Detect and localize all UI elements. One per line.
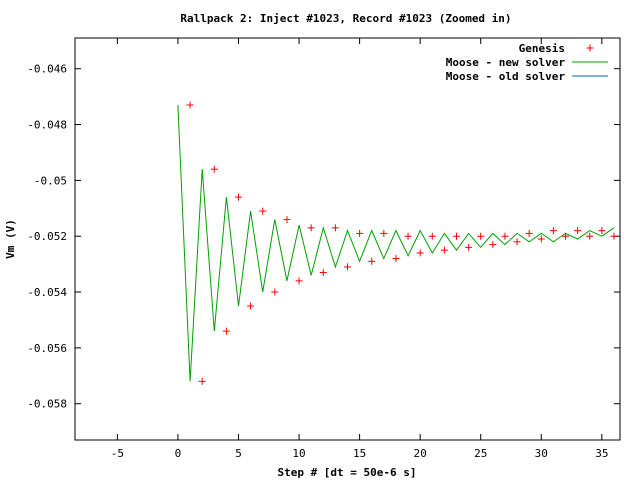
genesis-point <box>513 238 521 246</box>
series-line-moose-new-solver <box>177 104 615 382</box>
genesis-point <box>222 327 230 335</box>
legend-label-genesis: Genesis <box>519 42 565 55</box>
genesis-point <box>525 229 533 237</box>
genesis-point <box>440 246 448 254</box>
legend-label-moose-new: Moose - new solver <box>446 56 566 69</box>
genesis-point <box>356 229 364 237</box>
x-tick-label: -5 <box>111 447 124 460</box>
genesis-point <box>416 249 424 257</box>
x-tick-label: 35 <box>595 447 608 460</box>
genesis-point <box>307 224 315 232</box>
genesis-point <box>331 224 339 232</box>
plot-area <box>74 37 621 441</box>
y-tick-label: -0.058 <box>27 398 67 411</box>
x-axis-label: Step # [dt = 50e-6 s] <box>277 466 416 479</box>
genesis-point <box>489 241 497 249</box>
genesis-point <box>283 215 291 223</box>
genesis-point <box>477 232 485 240</box>
genesis-point <box>198 377 206 385</box>
genesis-point <box>537 235 545 243</box>
x-tick-label: 5 <box>235 447 242 460</box>
legend: Genesis Moose - new solver Moose - old s… <box>446 42 608 83</box>
genesis-point <box>319 269 327 276</box>
chart-title: Rallpack 2: Inject #1023, Record #1023 (… <box>180 12 511 25</box>
y-tick-label: -0.056 <box>27 342 67 355</box>
y-tick-label: -0.052 <box>27 230 67 243</box>
genesis-point <box>501 232 509 240</box>
genesis-point <box>271 288 279 296</box>
y-axis-label: Vm (V) <box>4 219 17 259</box>
y-tick-label: -0.05 <box>34 174 67 187</box>
y-tick-label: -0.048 <box>27 119 67 132</box>
genesis-point <box>344 263 351 271</box>
legend-marker-genesis <box>586 44 594 52</box>
genesis-point <box>574 227 582 235</box>
genesis-point <box>610 232 618 240</box>
genesis-point <box>465 243 473 251</box>
genesis-point <box>453 232 460 240</box>
genesis-point <box>598 227 606 235</box>
x-tick-label: 15 <box>353 447 366 460</box>
x-tick-label: 20 <box>414 447 427 460</box>
x-tick-label: 10 <box>292 447 305 460</box>
genesis-point <box>549 227 557 235</box>
legend-label-moose-old: Moose - old solver <box>446 70 566 83</box>
series-layer <box>177 101 618 385</box>
genesis-point <box>404 232 412 240</box>
genesis-point <box>392 255 400 263</box>
genesis-point <box>259 207 267 215</box>
axis-ticks: -5 0 5 10 15 20 25 30 35 -0.058 -0.056 -0.054 -0.052… <box>27 38 620 460</box>
genesis-point <box>235 193 242 201</box>
genesis-point <box>186 101 194 109</box>
genesis-point <box>428 232 436 240</box>
x-tick-label: 25 <box>474 447 487 460</box>
genesis-point <box>295 277 303 285</box>
x-tick-label: 0 <box>175 447 182 460</box>
x-tick-label: 30 <box>535 447 548 460</box>
genesis-point <box>586 232 594 240</box>
y-tick-label: -0.054 <box>27 286 67 299</box>
genesis-point <box>380 229 388 237</box>
genesis-point <box>562 232 569 240</box>
genesis-point <box>247 302 255 310</box>
y-tick-label: -0.046 <box>27 63 67 76</box>
genesis-point <box>368 257 376 265</box>
genesis-point <box>210 165 218 173</box>
